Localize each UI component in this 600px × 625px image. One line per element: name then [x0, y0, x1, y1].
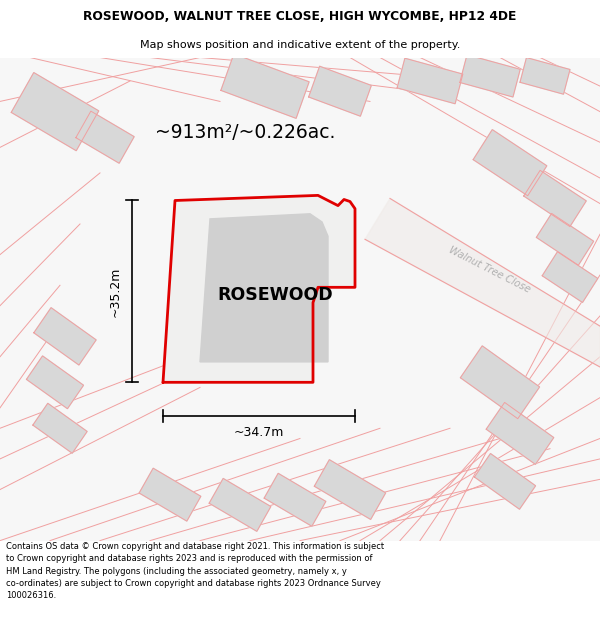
Text: Contains OS data © Crown copyright and database right 2021. This information is : Contains OS data © Crown copyright and d… [6, 542, 384, 600]
Polygon shape [200, 214, 328, 362]
Polygon shape [139, 468, 201, 521]
Polygon shape [34, 308, 96, 365]
Text: ~35.2m: ~35.2m [109, 266, 122, 317]
Polygon shape [163, 196, 355, 382]
Polygon shape [397, 58, 463, 104]
Polygon shape [520, 58, 570, 94]
Polygon shape [542, 252, 598, 302]
Polygon shape [460, 55, 520, 97]
Polygon shape [11, 72, 99, 151]
Text: ROSEWOOD: ROSEWOOD [217, 286, 333, 304]
Polygon shape [33, 403, 87, 453]
Polygon shape [209, 479, 271, 531]
Text: ~34.7m: ~34.7m [234, 426, 284, 439]
Polygon shape [536, 213, 593, 265]
Polygon shape [314, 460, 386, 519]
Text: Walnut Tree Close: Walnut Tree Close [448, 245, 532, 295]
Polygon shape [486, 402, 554, 464]
Polygon shape [26, 356, 83, 409]
Text: ROSEWOOD, WALNUT TREE CLOSE, HIGH WYCOMBE, HP12 4DE: ROSEWOOD, WALNUT TREE CLOSE, HIGH WYCOMB… [83, 9, 517, 22]
Text: ~913m²/~0.226ac.: ~913m²/~0.226ac. [155, 122, 335, 142]
Polygon shape [365, 199, 600, 367]
Polygon shape [473, 129, 547, 196]
Polygon shape [524, 170, 586, 227]
Polygon shape [221, 54, 309, 118]
Text: Map shows position and indicative extent of the property.: Map shows position and indicative extent… [140, 40, 460, 50]
Polygon shape [308, 66, 371, 116]
Polygon shape [76, 111, 134, 163]
Polygon shape [460, 346, 539, 419]
Polygon shape [264, 473, 326, 526]
Polygon shape [475, 454, 536, 509]
